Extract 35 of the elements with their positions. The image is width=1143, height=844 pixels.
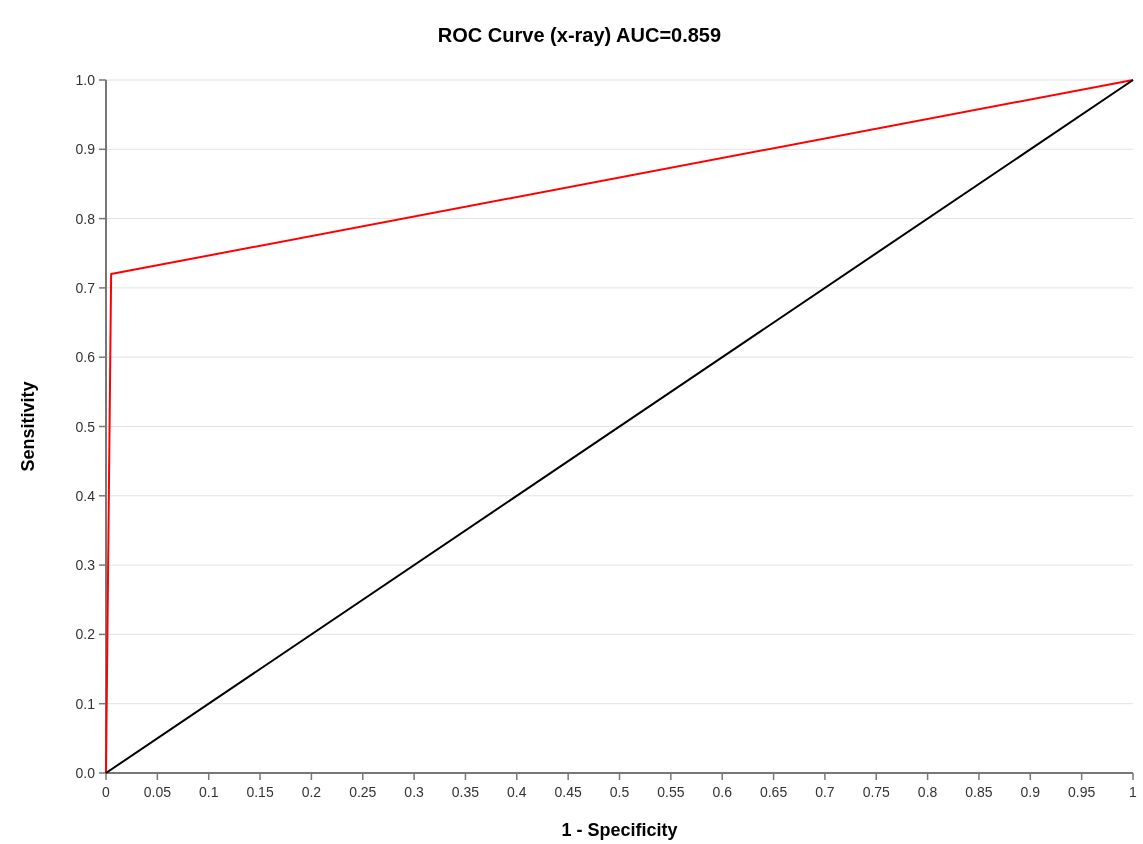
x-tick-label: 1 <box>1129 784 1138 800</box>
x-tick-label: 0.35 <box>451 784 480 800</box>
x-tick-label: 0.95 <box>1068 784 1096 800</box>
y-tick-label: 0.1 <box>75 695 96 712</box>
x-tick-label: 0.8 <box>917 784 938 800</box>
chart-title: ROC Curve (x-ray) AUC=0.859 <box>437 24 722 46</box>
y-tick-label: 0.5 <box>75 418 96 435</box>
x-tick-label: 0.55 <box>657 784 685 800</box>
x-tick-label: 0.9 <box>1020 784 1041 800</box>
x-tick-label: 0.2 <box>301 784 322 800</box>
x-tick-label: 0.85 <box>965 784 993 800</box>
y-tick-label: 0.6 <box>75 349 96 366</box>
x-tick-label: 0.75 <box>862 784 891 800</box>
y-tick-label: 0.4 <box>75 487 96 504</box>
x-tick-label: 0.45 <box>554 784 582 800</box>
y-tick-label: 0.9 <box>75 141 96 158</box>
x-tick-label: 0 <box>102 784 111 800</box>
x-tick-label: 0.5 <box>609 784 630 800</box>
x-tick-label: 0.25 <box>349 784 377 800</box>
x-tick-label: 0.65 <box>759 784 788 800</box>
y-tick-label: 0.2 <box>75 626 96 643</box>
x-tick-label: 0.4 <box>507 784 527 800</box>
y-tick-label: 0.7 <box>75 279 96 296</box>
y-tick-label: 1.0 <box>75 72 96 88</box>
x-tick-label: 0.3 <box>404 784 425 800</box>
x-tick-label: 0.6 <box>712 784 733 800</box>
x-tick-label: 0.1 <box>198 784 219 800</box>
y-axis-title: Sensitivity <box>18 381 38 472</box>
x-tick-label: 0.15 <box>246 784 274 800</box>
y-tick-label: 0.8 <box>75 210 96 227</box>
y-tick-label: 0.0 <box>75 765 96 781</box>
x-tick-label: 0.05 <box>143 784 172 800</box>
x-axis-title: 1 - Specificity <box>561 820 678 840</box>
y-tick-label: 0.3 <box>75 557 96 574</box>
x-tick-label: 0.7 <box>815 784 835 800</box>
